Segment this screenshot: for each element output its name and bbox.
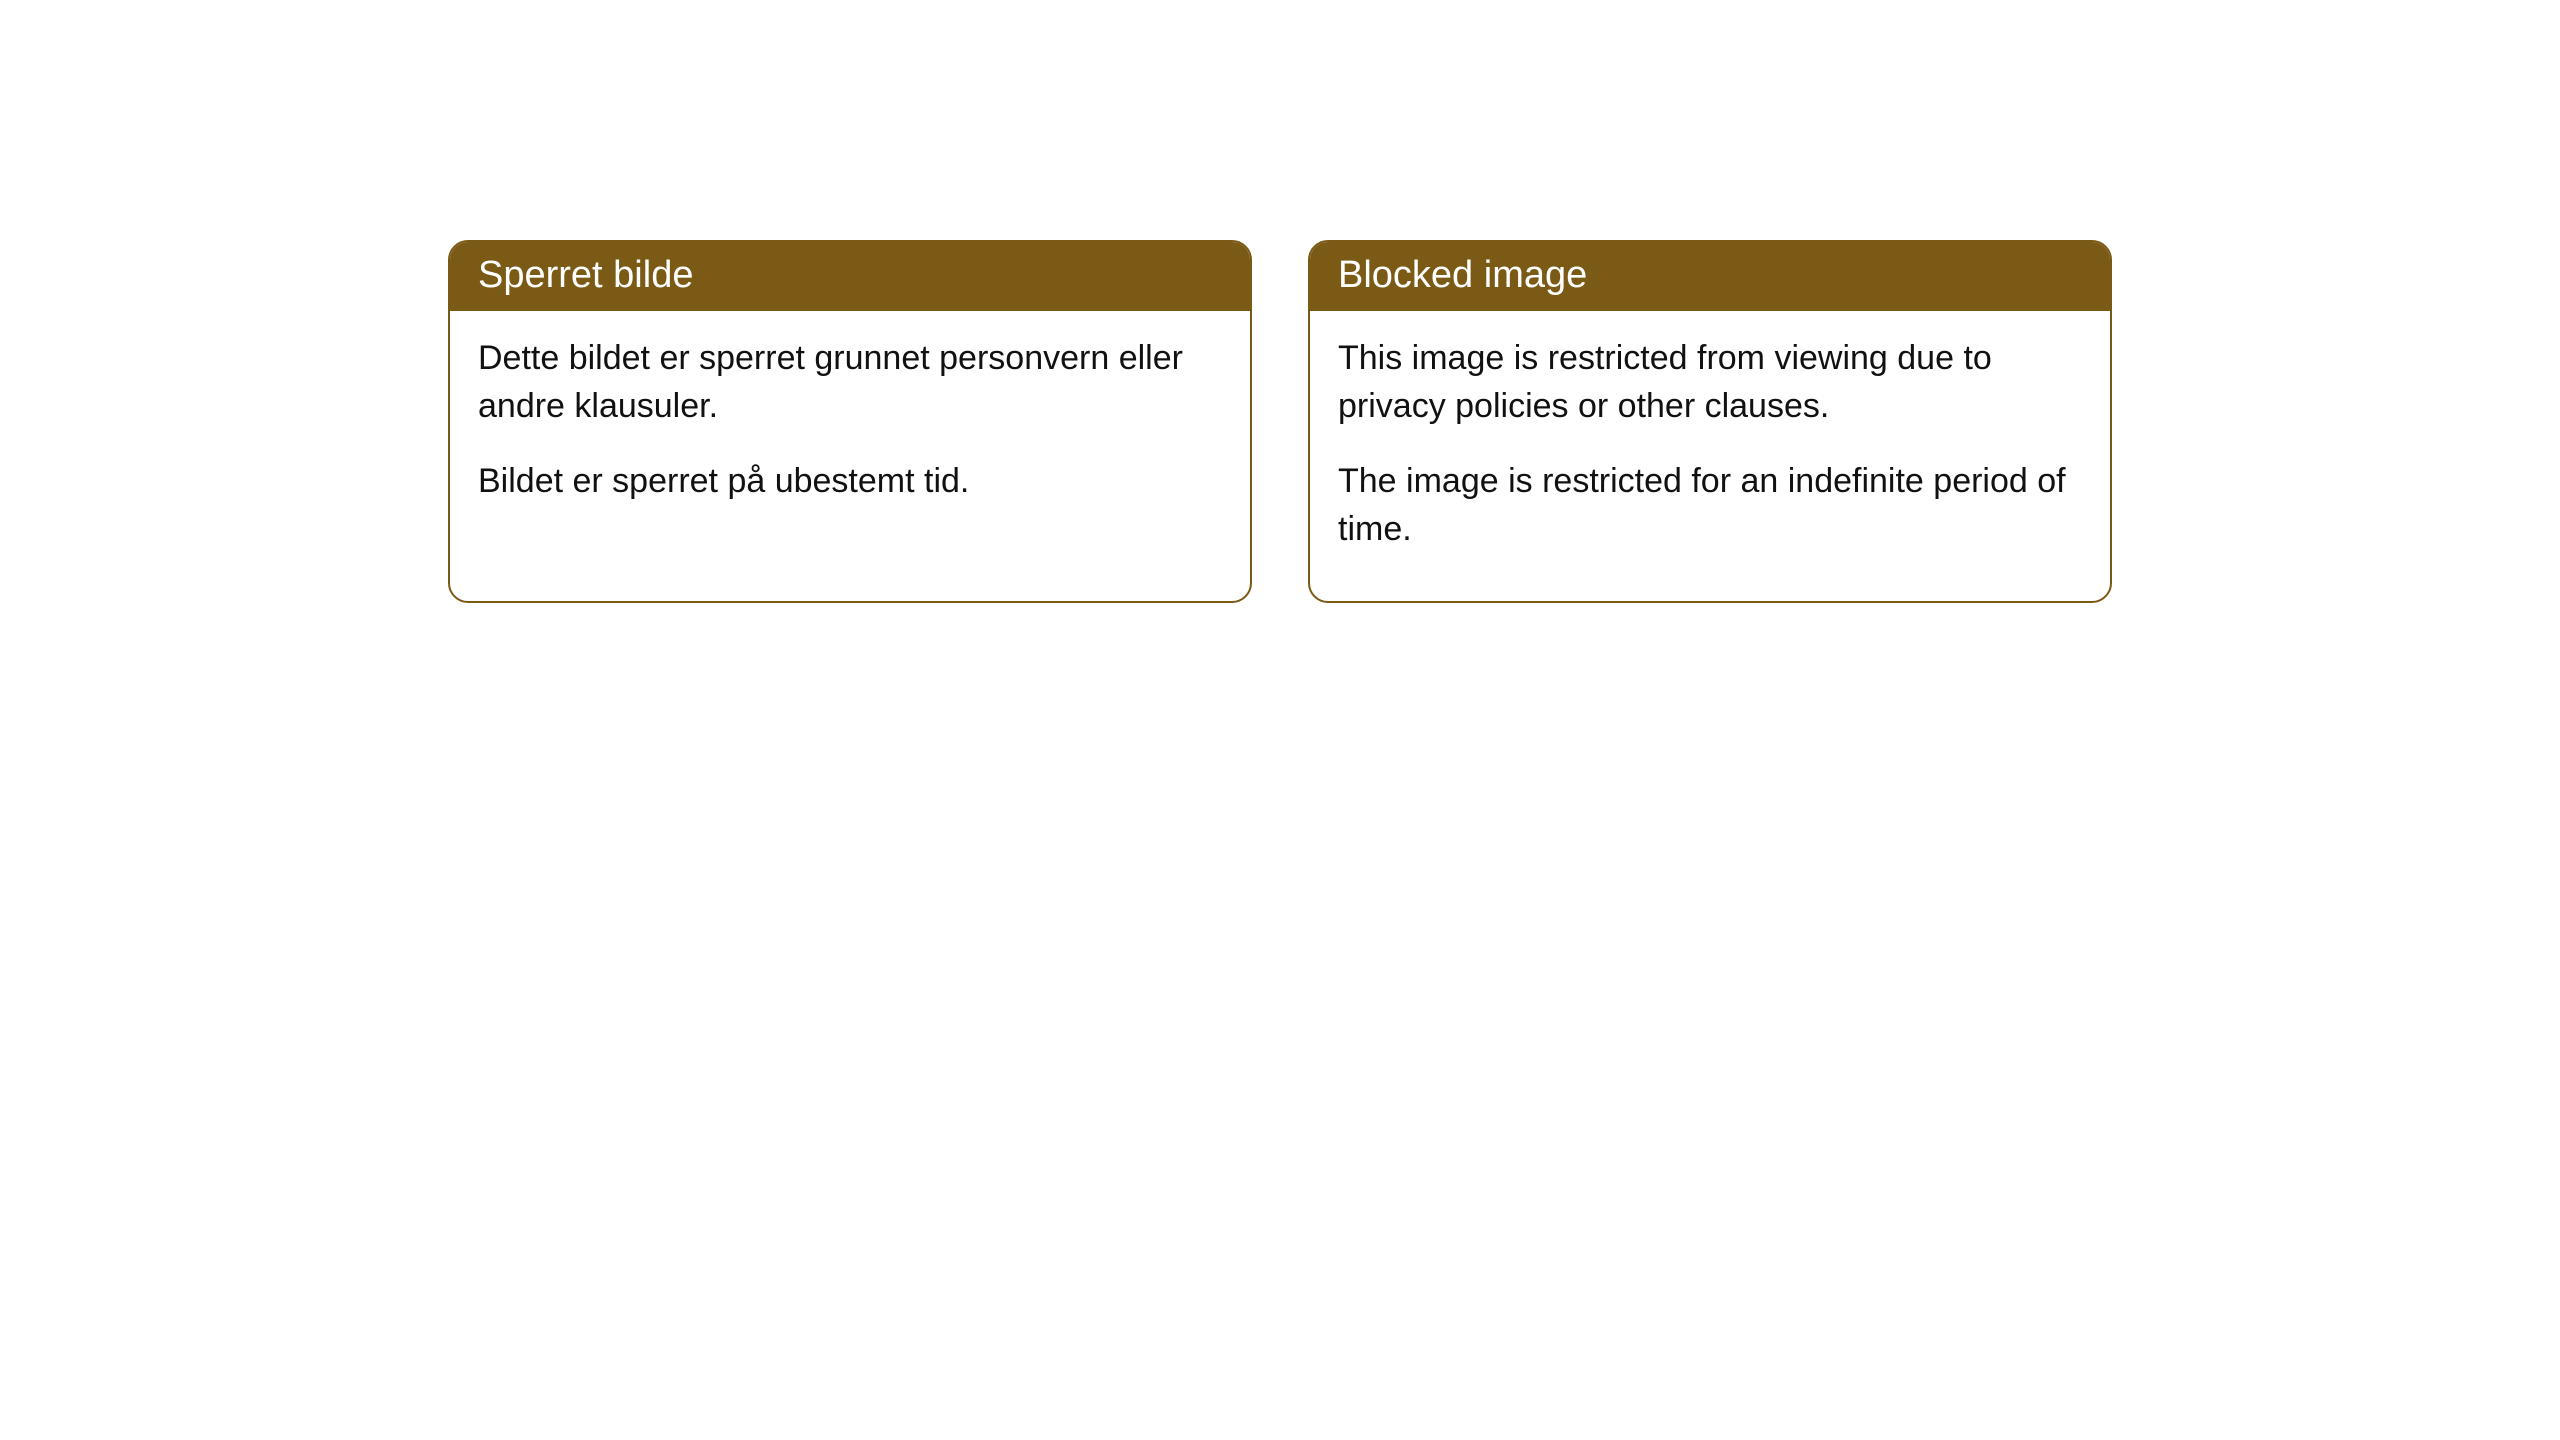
blocked-image-card-en: Blocked image This image is restricted f… — [1308, 240, 2112, 603]
card-body: This image is restricted from viewing du… — [1310, 311, 2110, 601]
card-body: Dette bildet er sperret grunnet personve… — [450, 311, 1250, 554]
cards-container: Sperret bilde Dette bildet er sperret gr… — [448, 240, 2112, 603]
card-paragraph: Dette bildet er sperret grunnet personve… — [478, 335, 1222, 430]
card-paragraph: The image is restricted for an indefinit… — [1338, 458, 2082, 553]
card-header: Sperret bilde — [450, 242, 1250, 311]
card-paragraph: This image is restricted from viewing du… — [1338, 335, 2082, 430]
blocked-image-card-no: Sperret bilde Dette bildet er sperret gr… — [448, 240, 1252, 603]
card-paragraph: Bildet er sperret på ubestemt tid. — [478, 458, 1222, 506]
card-header: Blocked image — [1310, 242, 2110, 311]
